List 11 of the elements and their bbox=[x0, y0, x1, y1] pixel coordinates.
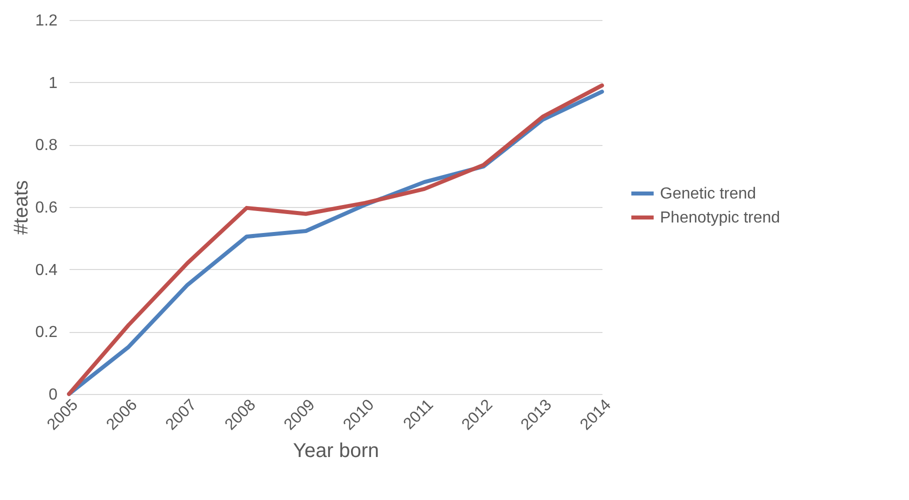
y-tick-label: 0.2 bbox=[35, 324, 58, 342]
legend-label: Phenotypic trend bbox=[660, 210, 780, 226]
y-tick-label: 1.2 bbox=[35, 12, 58, 30]
y-tick-label: 0.8 bbox=[35, 137, 58, 154]
y-tick-label: 0.6 bbox=[35, 200, 58, 216]
y-tick-label: 0 bbox=[48, 386, 58, 404]
x-axis-title: Year born bbox=[293, 440, 379, 462]
legend-label: Genetic trend bbox=[660, 186, 756, 202]
y-axis-title: #teats bbox=[10, 180, 32, 235]
y-tick-label: 0.4 bbox=[35, 262, 58, 279]
y-tick-label: 1 bbox=[48, 74, 58, 92]
